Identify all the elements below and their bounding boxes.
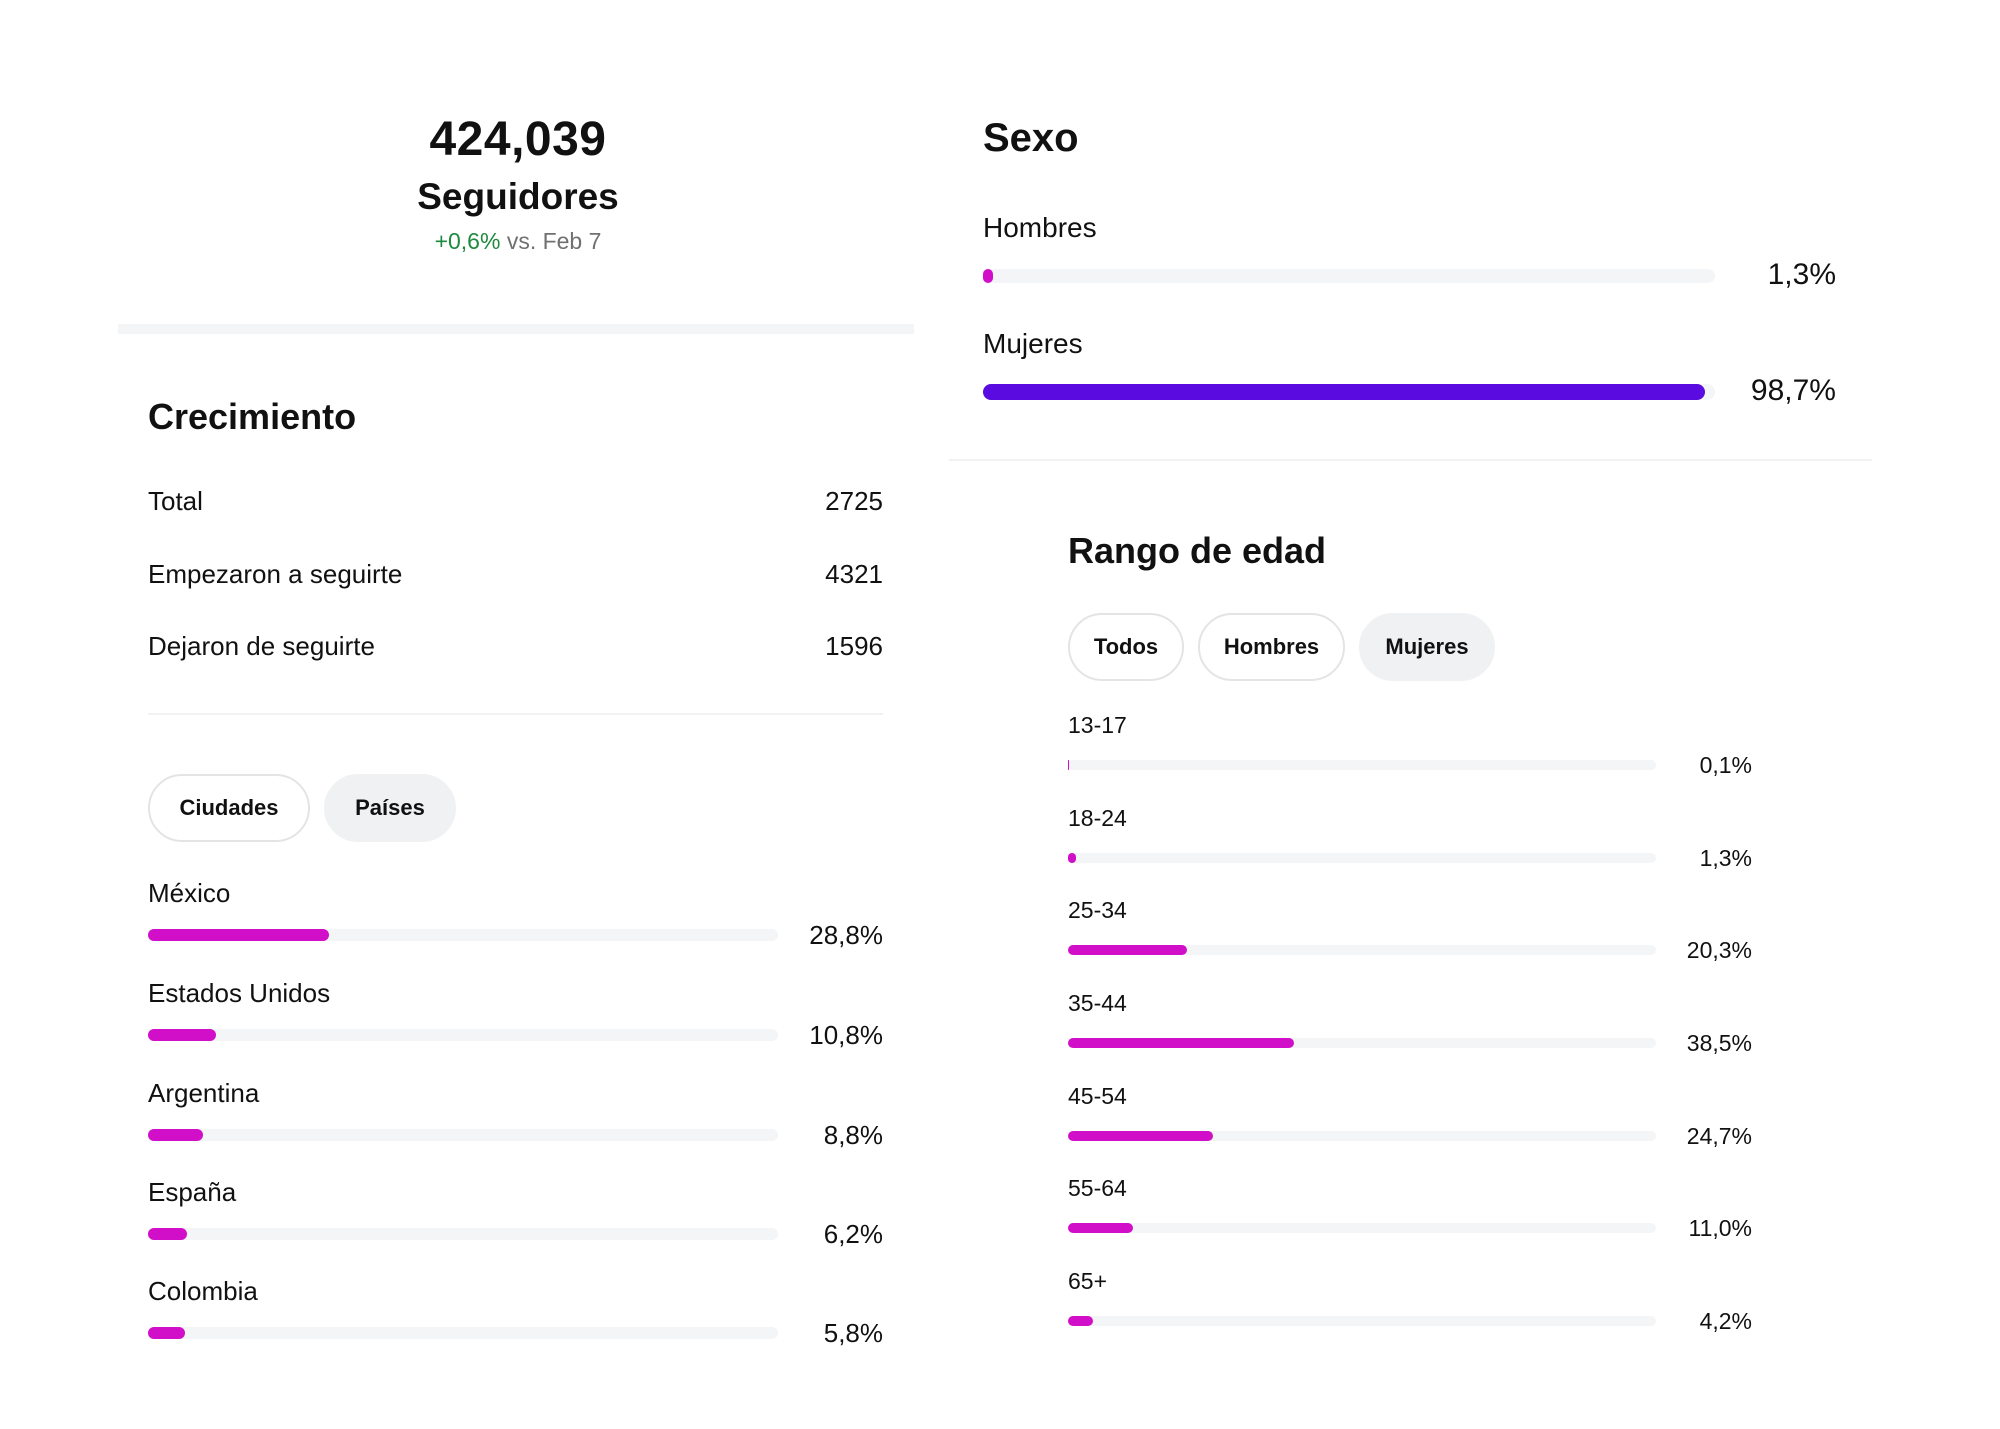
gender-bar-track: [983, 269, 1715, 283]
age-percent: 20,3%: [1686, 937, 1752, 963]
tab-countries[interactable]: Países: [324, 774, 456, 842]
location-percent: 8,8%: [823, 1120, 883, 1150]
age-percent: 1,3%: [1699, 845, 1752, 871]
location-bar-fill: [148, 1327, 185, 1339]
gender-bar-fill: [983, 269, 993, 283]
location-percent: 5,8%: [823, 1318, 883, 1348]
age-bar-fill: [1068, 1316, 1093, 1326]
age-bar-fill: [1068, 853, 1076, 863]
location-percent: 6,2%: [823, 1219, 883, 1249]
location-bar-track: [148, 1129, 778, 1141]
followers-label: Seguidores: [417, 176, 619, 217]
gender-percent: 1,3%: [1767, 258, 1836, 291]
growth-row-label: Empezaron a seguirte: [148, 559, 403, 589]
gender-label: Hombres: [983, 212, 1097, 243]
location-bar-fill: [148, 929, 330, 941]
gender-percent: 98,7%: [1750, 374, 1836, 407]
location-bar-fill: [148, 1129, 204, 1141]
growth-row-label: Dejaron de seguirte: [148, 631, 375, 661]
growth-row-value: 2725: [825, 486, 883, 516]
age-bar-fill: [1068, 1131, 1214, 1141]
age-bar-fill: [1068, 945, 1188, 955]
age-bar-track: [1068, 1131, 1656, 1141]
tab-age-men[interactable]: Hombres: [1198, 613, 1345, 681]
age-bar-track: [1068, 760, 1656, 770]
gender-label: Mujeres: [983, 328, 1083, 359]
tab-age-women[interactable]: Mujeres: [1359, 613, 1495, 681]
age-bar-fill: [1068, 1223, 1133, 1233]
gender-bar-fill: [983, 384, 1706, 400]
location-label: Estados Unidos: [148, 978, 331, 1008]
location-label: Colombia: [148, 1276, 258, 1306]
age-label: 65+: [1068, 1268, 1108, 1294]
age-title: Rango de edad: [1068, 530, 1327, 571]
age-bar-fill: [1068, 760, 1070, 770]
location-label: Argentina: [148, 1078, 260, 1108]
age-label: 25-34: [1068, 897, 1127, 923]
location-bar-track: [148, 929, 778, 941]
tab-cities[interactable]: Ciudades: [148, 774, 310, 842]
age-bar-track: [1068, 1038, 1656, 1048]
location-label: España: [148, 1177, 237, 1207]
followers-change: +0,6% vs. Feb 7: [118, 228, 918, 255]
age-bar-track: [1068, 945, 1656, 955]
age-percent: 4,2%: [1699, 1308, 1752, 1334]
age-label: 35-44: [1068, 990, 1127, 1016]
growth-row-unfollowed: Dejaron de seguirte 1596: [148, 631, 883, 662]
location-bar-track: [148, 1327, 778, 1339]
growth-row-total: Total 2725: [148, 486, 883, 517]
age-bar-fill: [1068, 1038, 1295, 1048]
location-bar-track: [148, 1228, 778, 1240]
growth-divider: [148, 713, 883, 715]
growth-title: Crecimiento: [148, 396, 357, 437]
location-percent: 10,8%: [809, 1020, 883, 1050]
growth-row-value: 4321: [825, 559, 883, 589]
age-bar-track: [1068, 1223, 1656, 1233]
age-percent: 38,5%: [1686, 1030, 1752, 1056]
age-label: 13-17: [1068, 712, 1127, 738]
age-bar-track: [1068, 1316, 1656, 1326]
location-bar-fill: [148, 1228, 188, 1240]
age-percent: 24,7%: [1686, 1123, 1752, 1149]
tab-age-all[interactable]: Todos: [1068, 613, 1184, 681]
location-bar-track: [148, 1029, 778, 1041]
gender-bar-track: [983, 384, 1715, 400]
gender-divider: [949, 459, 1872, 461]
location-percent: 28,8%: [809, 920, 883, 950]
growth-row-followed: Empezaron a seguirte 4321: [148, 559, 883, 590]
age-label: 18-24: [1068, 805, 1127, 831]
growth-row-label: Total: [148, 486, 203, 516]
followers-count: 424,039: [429, 113, 607, 166]
age-percent: 0,1%: [1699, 752, 1752, 778]
followers-change-value: +0,6%: [434, 228, 501, 254]
gender-title: Sexo: [983, 116, 1079, 160]
location-label: México: [148, 878, 231, 908]
followers-change-suffix: vs. Feb 7: [506, 228, 602, 254]
age-percent: 11,0%: [1688, 1215, 1752, 1241]
section-divider: [118, 324, 914, 334]
location-bar-fill: [148, 1029, 217, 1041]
growth-row-value: 1596: [825, 631, 883, 661]
age-label: 55-64: [1068, 1175, 1127, 1201]
age-label: 45-54: [1068, 1083, 1127, 1109]
age-bar-track: [1068, 853, 1656, 863]
